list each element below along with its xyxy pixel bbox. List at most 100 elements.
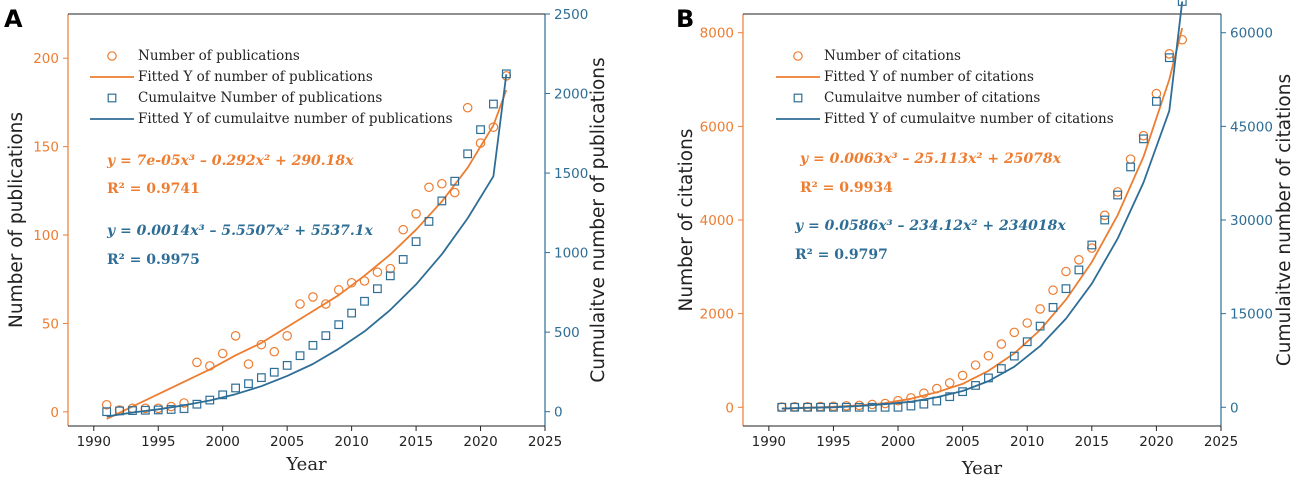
data-point-square bbox=[1022, 337, 1032, 347]
legend-entry: Number of publications bbox=[138, 48, 300, 64]
data-point-square bbox=[166, 405, 176, 414]
data-point-circle bbox=[1035, 304, 1045, 314]
series-line-fitted-left bbox=[106, 89, 508, 420]
data-point-square bbox=[945, 392, 955, 402]
y-tick-label: 8000 bbox=[700, 26, 734, 42]
data-point-square bbox=[102, 407, 112, 417]
y-right-tick-label: 15000 bbox=[1230, 307, 1273, 323]
r-squared-left: R² = 0.9741 bbox=[107, 181, 200, 197]
panel-a: A 1990 1995 2000 2005 2010 2015 2020 2025050100… bbox=[4, 5, 609, 475]
y-tick-label: 100 bbox=[33, 228, 59, 244]
legend-entry: Fitted Y of number of publications bbox=[138, 69, 373, 85]
x-tick-label: 1990 bbox=[77, 434, 111, 450]
data-point-square bbox=[308, 340, 318, 350]
data-point-circle bbox=[321, 299, 331, 309]
data-point-square bbox=[231, 383, 240, 393]
y-axis-label: Number of citations bbox=[676, 129, 697, 312]
data-point-square bbox=[1164, 53, 1174, 63]
y-right-tick-label: 45000 bbox=[1230, 119, 1273, 135]
x-tick-label: 1990 bbox=[752, 434, 786, 450]
data-point-square bbox=[282, 360, 292, 370]
x-tick-label: 2005 bbox=[270, 434, 304, 450]
data-point-square bbox=[373, 284, 382, 294]
data-point-circle bbox=[1009, 327, 1020, 338]
data-point-circle bbox=[282, 331, 292, 341]
legend-entry: Cumulaitve number of citations bbox=[824, 90, 1040, 106]
y-axis-label: Number of publications bbox=[6, 112, 27, 328]
data-point-square bbox=[450, 176, 460, 186]
data-point-square bbox=[1126, 162, 1135, 172]
y-tick-label: 150 bbox=[33, 140, 59, 156]
x-axis-label: Year bbox=[285, 454, 327, 475]
data-point-circle bbox=[1087, 243, 1097, 253]
x-tick-label: 2015 bbox=[399, 434, 433, 450]
y-right-axis-label: Cumulaitve number of publications bbox=[588, 57, 609, 382]
data-point-circle bbox=[437, 178, 447, 189]
data-point-circle bbox=[944, 378, 955, 388]
y-right-tick-label: 500 bbox=[554, 325, 580, 341]
equation-left: y = 7e-05x³ – 0.292x² + 290.18x bbox=[106, 153, 354, 169]
data-point-circle bbox=[1099, 210, 1110, 221]
x-tick-label: 2020 bbox=[463, 434, 497, 450]
legend-marker-circle bbox=[107, 51, 117, 61]
data-point-square bbox=[777, 402, 787, 412]
data-point-square bbox=[1048, 302, 1058, 312]
data-point-circle bbox=[1022, 318, 1033, 328]
data-point-square bbox=[996, 364, 1006, 373]
data-point-square bbox=[463, 149, 473, 159]
equation-right: y = 0.0014x³ – 5.5507x² + 5537.1x bbox=[106, 223, 374, 239]
data-point-circle bbox=[308, 292, 318, 302]
data-point-circle bbox=[192, 357, 202, 368]
data-point-square bbox=[295, 351, 305, 361]
data-point-circle bbox=[333, 285, 344, 295]
data-point-circle bbox=[919, 388, 929, 399]
legend-entry: Fitted Y of cumulaitve number of citatio… bbox=[824, 111, 1114, 127]
data-point-square bbox=[1100, 215, 1110, 225]
data-point-square bbox=[398, 255, 408, 264]
y-tick-label: 200 bbox=[33, 51, 59, 67]
x-axis-label: Year bbox=[961, 458, 1003, 478]
x-tick-label: 2000 bbox=[206, 434, 240, 450]
data-point-circle bbox=[372, 267, 383, 277]
data-point-circle bbox=[1061, 266, 1071, 277]
x-tick-label: 2020 bbox=[1139, 434, 1173, 450]
data-point-square bbox=[919, 399, 929, 409]
y-right-tick-label: 0 bbox=[1230, 400, 1239, 416]
data-point-circle bbox=[449, 187, 460, 198]
data-point-square bbox=[347, 308, 357, 318]
series-line-fitted-right bbox=[781, 1, 1184, 410]
y-right-tick-label: 2500 bbox=[554, 7, 588, 23]
y-right-axis-label: Cumulaitve number of citations bbox=[1274, 74, 1295, 366]
data-point-square bbox=[476, 125, 485, 135]
y-tick-label: 2000 bbox=[700, 307, 734, 323]
data-point-square bbox=[424, 217, 434, 226]
x-tick-label: 2000 bbox=[881, 434, 915, 450]
data-point-square bbox=[244, 379, 253, 389]
data-point-circle bbox=[1048, 285, 1058, 296]
data-point-circle bbox=[1125, 154, 1136, 164]
x-tick-label: 2005 bbox=[945, 434, 979, 450]
y-right-tick-label: 0 bbox=[554, 405, 563, 421]
data-point-circle bbox=[957, 370, 968, 381]
y-right-tick-label: 60000 bbox=[1230, 26, 1273, 42]
data-point-square bbox=[269, 367, 279, 377]
data-point-square bbox=[867, 402, 877, 412]
data-point-circle bbox=[230, 331, 241, 341]
x-tick-label: 1995 bbox=[816, 434, 850, 450]
legend-entry: Cumulaitve Number of publications bbox=[138, 90, 382, 106]
data-point-square bbox=[1074, 265, 1084, 275]
data-point-square bbox=[1139, 134, 1148, 144]
data-point-square bbox=[906, 401, 916, 411]
data-point-square bbox=[334, 320, 344, 330]
data-point-circle bbox=[983, 350, 994, 361]
data-point-square bbox=[1061, 284, 1071, 294]
data-point-circle bbox=[1112, 187, 1123, 197]
series-line-fitted-right bbox=[106, 74, 508, 418]
y-tick-label: 6000 bbox=[700, 119, 734, 135]
legend-marker-circle bbox=[793, 51, 803, 61]
r-squared-right: R² = 0.9975 bbox=[107, 252, 200, 268]
legend-marker-square bbox=[793, 93, 803, 103]
data-point-circle bbox=[1138, 130, 1149, 141]
data-point-square bbox=[437, 196, 447, 206]
data-point-circle bbox=[411, 209, 421, 219]
